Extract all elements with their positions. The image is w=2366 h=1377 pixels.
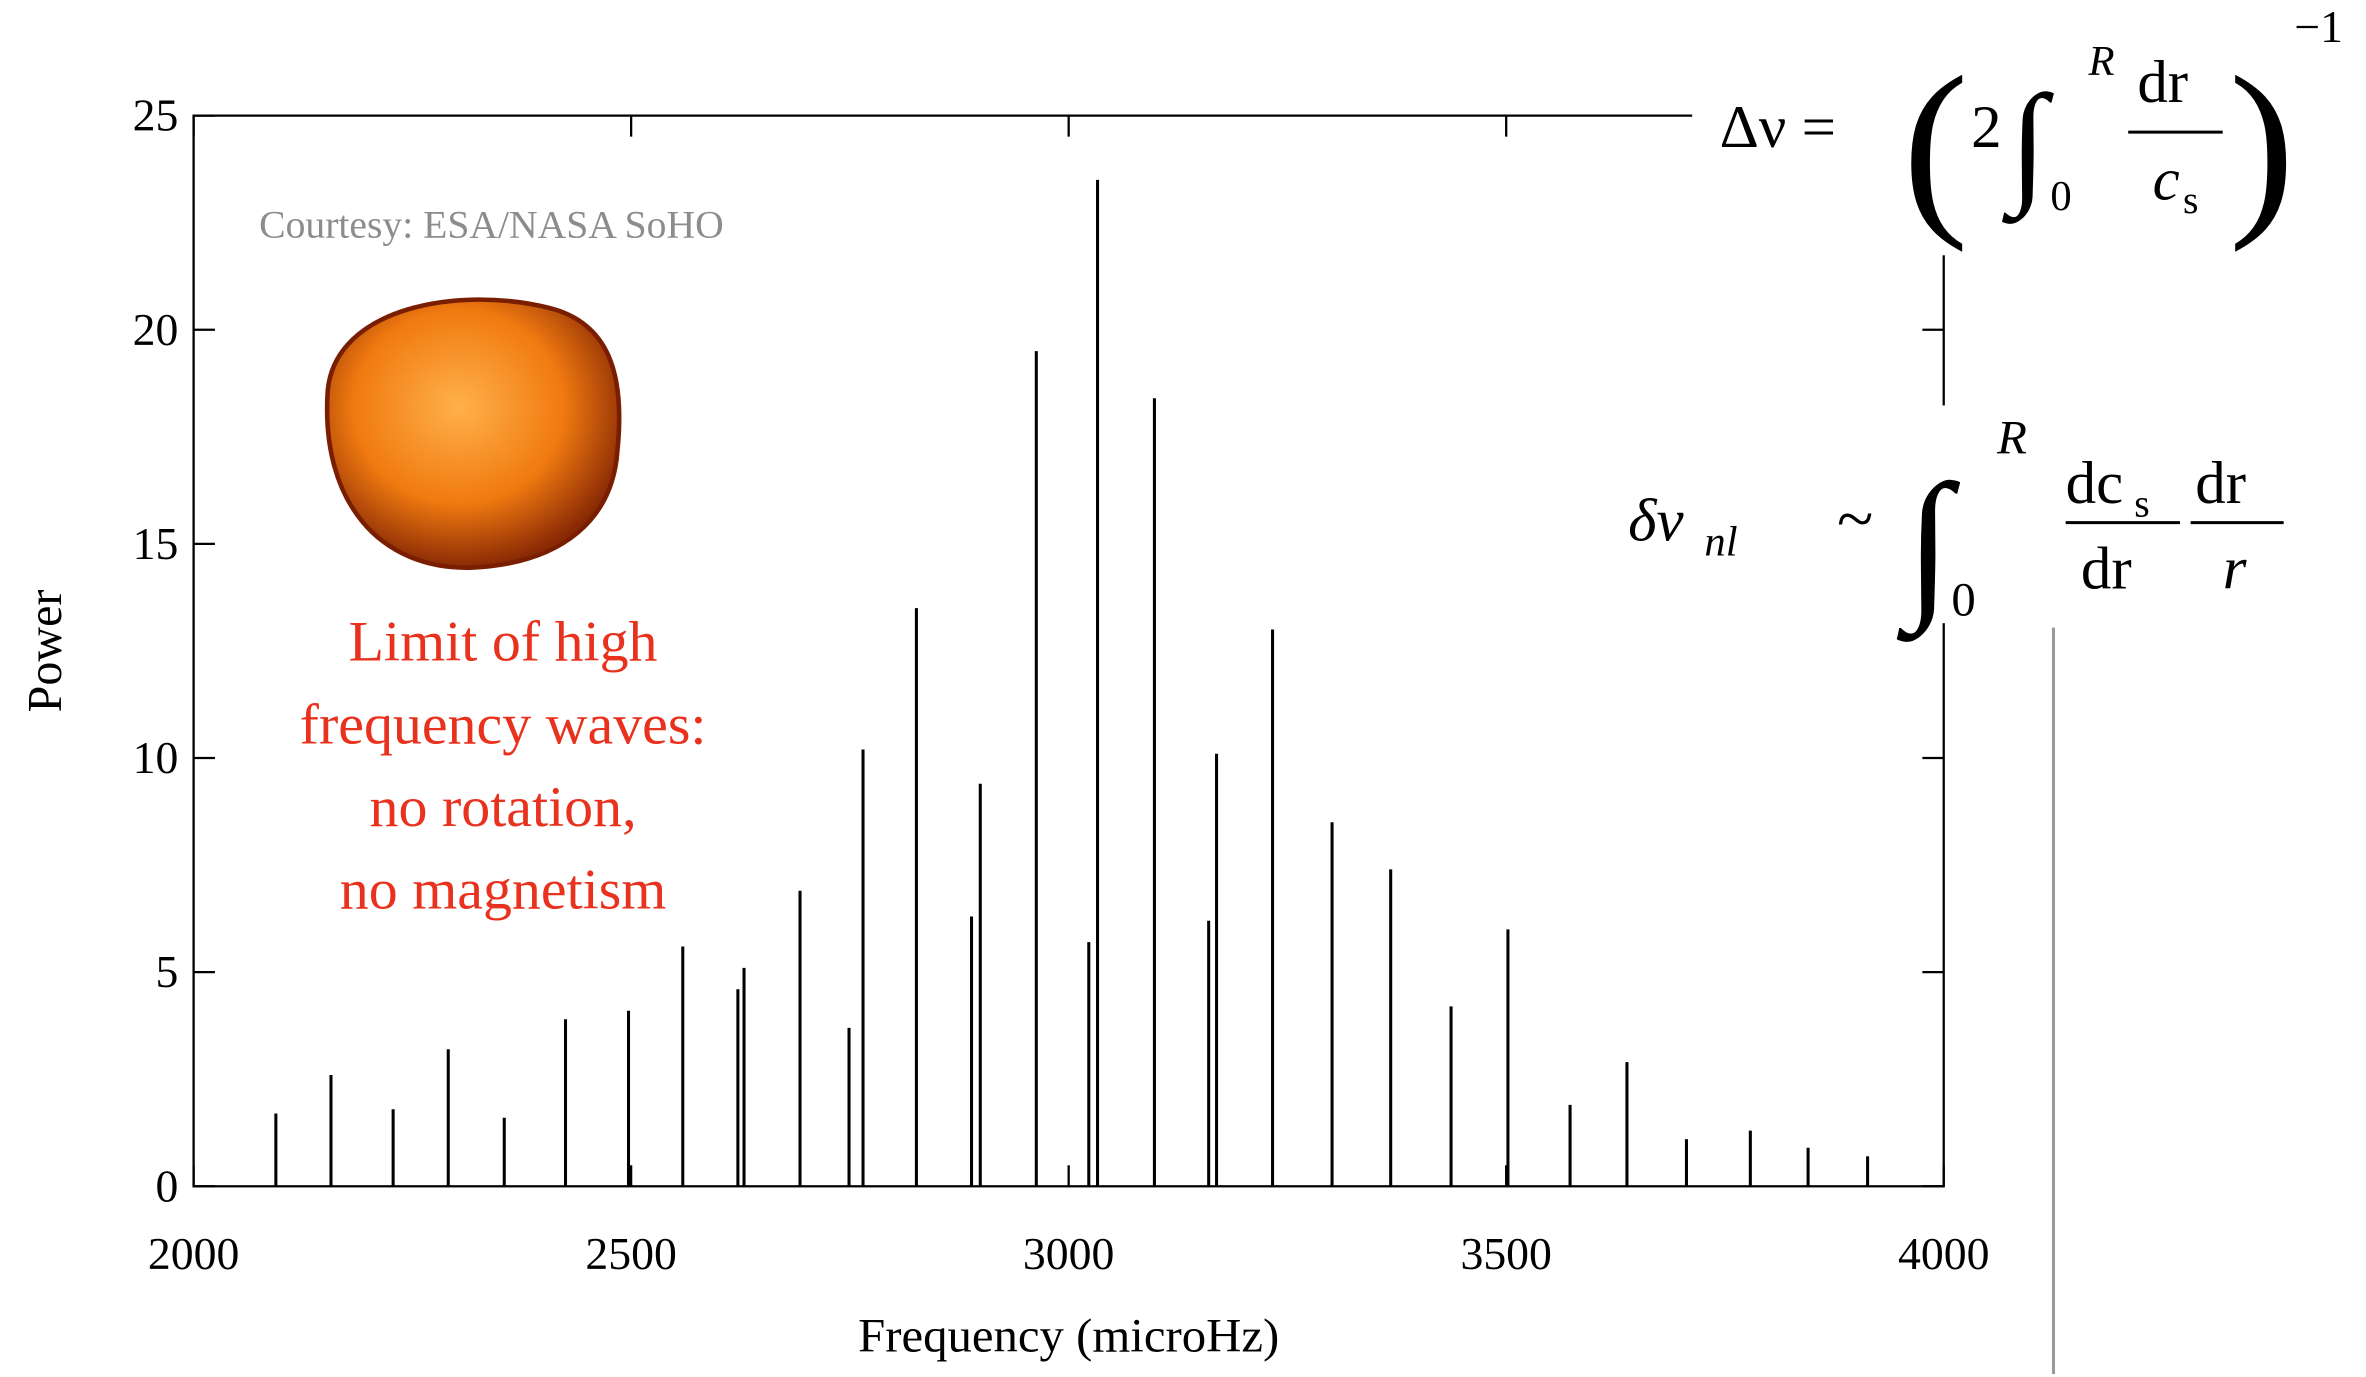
equation-backdrop	[1615, 405, 2302, 624]
equation-1: Δν = ( 2 ∫ R 0 dr c s ) −1	[1720, 2, 2343, 253]
eq-numerator: dr	[2137, 50, 2188, 116]
y-tick-label: 15	[133, 519, 179, 569]
eq-upper: R	[2088, 38, 2115, 85]
equation-backdrop	[1692, 0, 2366, 256]
eq-paren: (	[1903, 37, 1969, 253]
sun-image	[324, 297, 622, 570]
x-tick-label: 2000	[148, 1229, 239, 1279]
y-axis-label: Power	[19, 590, 72, 713]
eq-lhs-sub: nl	[1704, 519, 1737, 566]
note-line: Limit of high	[349, 611, 658, 674]
note-line: no rotation,	[370, 776, 637, 839]
eq-lower: 0	[2050, 174, 2071, 221]
eq-coef: 2	[1971, 95, 2001, 161]
x-tick-label: 3000	[1023, 1229, 1114, 1279]
y-tick-label: 5	[156, 947, 179, 997]
x-axis-label: Frequency (microHz)	[858, 1310, 1279, 1363]
note-line: frequency waves:	[300, 694, 707, 757]
eq-numerator: dc	[2066, 450, 2124, 516]
eq-numerator-sub: s	[2134, 482, 2149, 526]
eq-integral: ∫	[2001, 69, 2054, 225]
y-tick-label: 0	[156, 1162, 179, 1212]
eq-denominator: r	[2223, 536, 2247, 602]
eq-denominator: c	[2153, 147, 2180, 213]
eq-denominator-sub: s	[2183, 178, 2198, 222]
y-tick-label: 20	[133, 305, 179, 355]
eq-power: −1	[2294, 2, 2343, 52]
note: Limit of high frequency waves: no rotati…	[300, 611, 707, 921]
credit: Courtesy: ESA/NASA SoHO	[259, 203, 724, 247]
x-tick-label: 2500	[585, 1229, 676, 1279]
plot-area: 2000 2500 3000 3500 4000 0 5 10 15 20 25 Frequency …	[19, 91, 1990, 1362]
eq-upper: R	[1996, 412, 2027, 465]
eq-relation: ~	[1837, 483, 1873, 555]
note-line: no magnetism	[340, 859, 667, 922]
eq-paren: )	[2229, 37, 2295, 253]
eq-lhs: δν	[1628, 488, 1684, 554]
x-tick-label: 3500	[1460, 1229, 1551, 1279]
eq-lhs: Δν =	[1720, 95, 1836, 161]
eq-integral: ∫	[1897, 452, 1961, 643]
y-tick-label: 10	[133, 733, 179, 783]
eq-denominator: dr	[2081, 536, 2132, 602]
eq-numerator: dr	[2195, 450, 2246, 516]
equation-2: δν nl ~ ∫ R 0 dc s dr dr r	[1628, 412, 2284, 642]
y-tick-label: 25	[133, 91, 179, 141]
x-tick-label: 4000	[1898, 1229, 1989, 1279]
eq-lower: 0	[1951, 574, 1975, 627]
